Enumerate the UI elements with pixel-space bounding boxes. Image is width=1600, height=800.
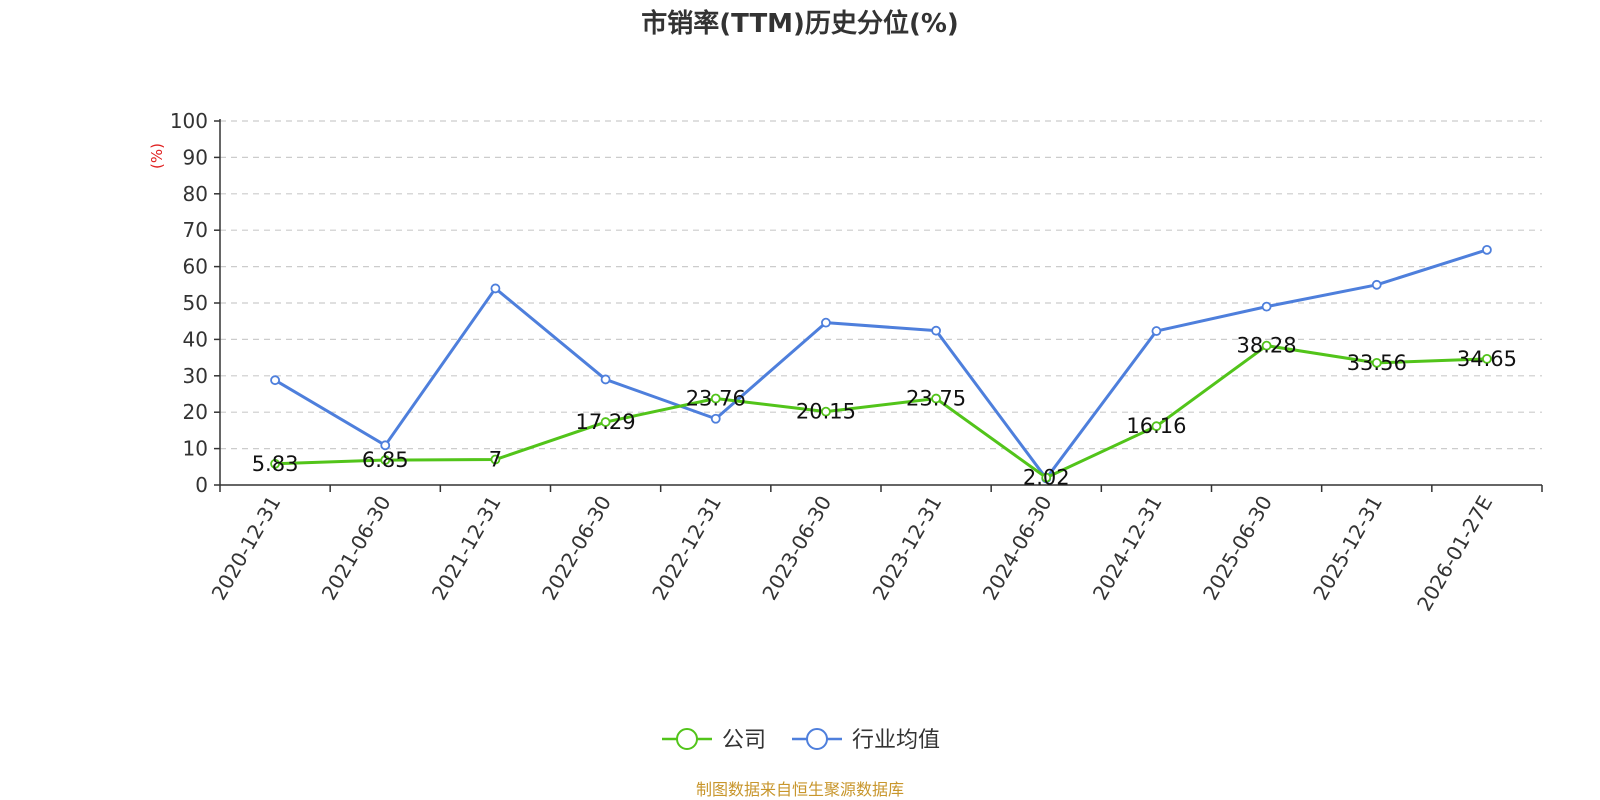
data-label: 34.65	[1457, 347, 1517, 371]
data-point	[931, 393, 941, 404]
data-point	[1371, 357, 1382, 368]
data-label: 2.02	[1023, 466, 1070, 490]
legend: 公司 行业均值	[662, 728, 940, 753]
x-tick-label: 2021-12-31	[427, 491, 506, 604]
data-label: 38.28	[1237, 334, 1297, 358]
data-point	[1151, 326, 1162, 336]
data-label: 23.76	[686, 387, 746, 411]
legend-label[interactable]: 行业均值	[852, 728, 940, 753]
data-point	[380, 455, 391, 465]
data-point	[1261, 340, 1272, 351]
data-label: 23.75	[906, 387, 966, 411]
data-point	[931, 325, 941, 336]
y-axis-unit: (%)	[148, 143, 166, 169]
grid-lines	[220, 120, 1542, 450]
data-label: 6.85	[362, 448, 409, 472]
data-point	[1261, 301, 1272, 312]
x-tick-label: 2025-06-30	[1198, 492, 1277, 605]
data-label: 33.56	[1347, 351, 1407, 375]
data-point	[1482, 353, 1492, 364]
series-line-1	[274, 248, 1488, 480]
y-tick-label: 90	[183, 145, 208, 169]
y-tick-label: 10	[183, 437, 208, 461]
axes: 0 10 20 30 40 50 60 70 80 90 100 2020-12-31 2021-06-…	[170, 109, 1543, 616]
x-tick-label: 2023-06-30	[757, 492, 836, 605]
data-label: 20.15	[796, 400, 856, 424]
legend-marker[interactable]	[806, 728, 828, 750]
data-point	[821, 317, 831, 328]
legend-marker[interactable]	[676, 728, 698, 750]
series-lines	[270, 244, 1492, 484]
y-tick-label: 40	[183, 327, 208, 351]
source-note: 制图数据来自恒生聚源数据库	[696, 780, 904, 799]
y-tick-label: 50	[183, 291, 208, 315]
y-tick-label: 60	[183, 255, 208, 279]
y-tick-label: 70	[183, 218, 208, 242]
y-tick-label: 100	[170, 109, 208, 133]
data-point	[1371, 279, 1382, 290]
data-point	[600, 374, 611, 385]
legend-label[interactable]: 公司	[722, 728, 766, 753]
data-label: 16.16	[1126, 414, 1186, 438]
data-point	[710, 413, 721, 424]
data-label: 17.29	[576, 410, 636, 434]
data-labels: 5.83 6.85 7 17.29 23.76 20.15 23.75 2.02 16.16 38…	[252, 334, 1517, 490]
x-tick-label: 2020-12-31	[207, 492, 286, 605]
y-tick-label: 0	[195, 473, 208, 497]
data-point	[1482, 244, 1492, 255]
data-label: 5.83	[252, 452, 299, 476]
data-point	[490, 454, 501, 465]
x-tick-label: 2022-06-30	[537, 492, 616, 605]
data-point	[490, 283, 501, 294]
y-tick-label: 30	[183, 364, 208, 388]
y-tick-label: 80	[183, 182, 208, 206]
data-label: 7	[489, 448, 502, 472]
data-point	[821, 406, 831, 417]
x-tick-label: 2024-12-31	[1088, 492, 1167, 605]
data-point	[1151, 421, 1162, 432]
series-line-0	[275, 344, 1487, 480]
x-tick-label: 2023-12-31	[868, 491, 947, 604]
data-point	[270, 458, 280, 469]
data-point	[380, 440, 391, 451]
data-point	[270, 375, 280, 386]
data-point	[1041, 472, 1052, 483]
x-tick-label: 2025-12-31	[1308, 492, 1387, 605]
x-tick-label: 2021-06-30	[317, 492, 396, 605]
x-tick-label: 2022-12-31	[647, 492, 726, 605]
chart-title: 市销率(TTM)历史分位(%)	[641, 8, 959, 39]
y-tick-label: 20	[183, 400, 208, 424]
x-tick-label: 2026-01-27E	[1412, 492, 1497, 616]
data-point	[710, 393, 721, 404]
data-point	[600, 417, 611, 427]
x-tick-label: 2024-06-30	[978, 492, 1057, 605]
